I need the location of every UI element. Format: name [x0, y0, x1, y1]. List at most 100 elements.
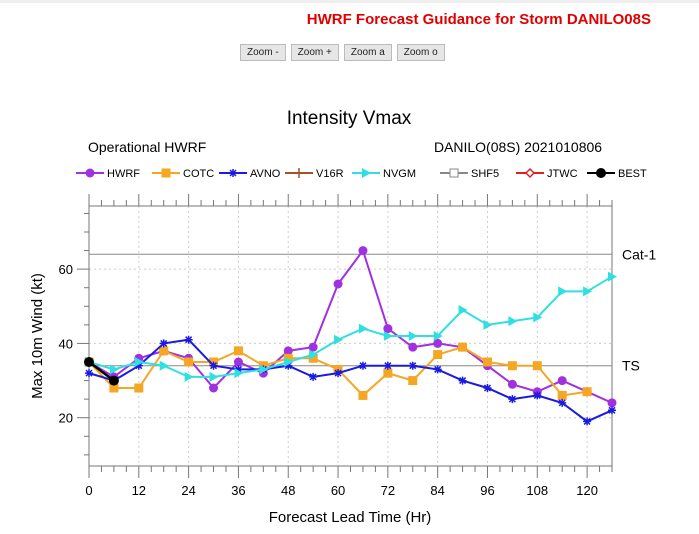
x-tick-label: 72 [381, 483, 395, 498]
zoom-in-button[interactable]: Zoom + [290, 44, 339, 61]
data-point-hwrf [408, 342, 418, 352]
legend-label-cotc: COTC [183, 168, 214, 180]
reference-label: Cat-1 [622, 246, 656, 262]
data-point-nvgm [583, 286, 593, 297]
data-point-cotc [233, 346, 243, 356]
x-tick-label: 12 [132, 483, 146, 498]
data-point-avno [483, 384, 492, 392]
data-point-nvgm [433, 331, 443, 341]
zoom-o-button[interactable]: Zoom o [396, 44, 445, 61]
data-point-avno [234, 365, 243, 374]
data-point-nvgm [483, 319, 493, 330]
data-point-hwrf [308, 342, 318, 352]
series-line-best [88, 360, 115, 382]
data-point-best [84, 357, 94, 367]
browser-edge [0, 0, 699, 3]
legend-marker-avno [229, 169, 237, 177]
data-point-cotc [358, 390, 368, 400]
data-point-cotc [383, 368, 393, 378]
chart-subtitle-left: Operational HWRF [88, 139, 206, 155]
zoom-toolbar: Zoom - Zoom + Zoom a Zoom o [240, 44, 445, 61]
data-point-nvgm [259, 364, 269, 375]
x-tick-label: 108 [526, 483, 548, 498]
x-tick-label: 48 [281, 483, 295, 498]
zoom-out-button[interactable]: Zoom - [240, 44, 286, 61]
data-point-avno [184, 335, 193, 344]
x-tick-label: 24 [181, 483, 195, 498]
data-point-avno [209, 361, 218, 370]
data-point-avno [383, 361, 392, 370]
data-point-hwrf [283, 346, 293, 356]
y-tick-label: 20 [59, 411, 73, 426]
legend-label-nvgm: NVGM [383, 168, 416, 180]
data-point-avno [334, 369, 343, 378]
data-point-nvgm [184, 371, 194, 382]
data-point-nvgm [558, 286, 568, 297]
data-point-avno [85, 369, 93, 378]
data-point-hwrf [433, 338, 443, 348]
x-tick-label: 0 [85, 483, 92, 498]
data-point-cotc [582, 387, 592, 397]
data-point-nvgm [109, 364, 119, 375]
reference-label: TS [622, 358, 640, 374]
zoom-a-button[interactable]: Zoom a [343, 44, 392, 61]
data-point-avno [508, 395, 517, 404]
data-point-cotc [134, 383, 144, 393]
data-point-cotc [482, 357, 492, 367]
data-point-best [108, 375, 119, 386]
x-tick-label: 36 [231, 483, 245, 498]
data-point-cotc [458, 342, 468, 352]
legend-marker-jtwc [524, 167, 536, 179]
data-point-cotc [433, 350, 443, 360]
data-point-avno [558, 398, 567, 407]
data-point-nvgm [134, 357, 144, 367]
data-point-hwrf [358, 246, 368, 256]
data-point-nvgm [533, 312, 543, 323]
data-point-avno [134, 361, 143, 370]
x-tick-label: 60 [331, 483, 345, 498]
data-point-nvgm [309, 349, 319, 360]
x-tick-label: 120 [576, 483, 598, 498]
x-tick-label: 96 [480, 483, 494, 498]
legend-marker-shf5 [449, 168, 459, 178]
data-point-avno [533, 391, 542, 400]
data-point-nvgm [508, 316, 518, 327]
data-point-nvgm [408, 331, 418, 341]
data-point-nvgm [234, 368, 244, 379]
data-point-cotc [408, 376, 418, 386]
data-point-cotc [159, 346, 169, 356]
data-point-cotc [532, 361, 542, 371]
legend-label-jtwc: JTWC [547, 168, 578, 180]
data-point-nvgm [458, 305, 468, 315]
data-point-hwrf [209, 383, 219, 393]
data-point-hwrf [607, 398, 617, 408]
legend-marker-cotc [161, 168, 171, 178]
data-point-hwrf [333, 279, 343, 289]
data-point-avno [433, 365, 442, 374]
data-point-avno [358, 361, 367, 370]
data-point-nvgm [334, 334, 344, 345]
data-point-hwrf [233, 357, 243, 367]
legend-label-avno: AVNO [250, 168, 281, 180]
data-point-avno [408, 361, 417, 370]
data-point-nvgm [209, 371, 219, 382]
legend-label-best: BEST [618, 168, 647, 180]
y-tick-label: 40 [59, 336, 73, 351]
data-point-nvgm [159, 360, 169, 371]
data-point-avno [608, 406, 616, 415]
data-point-avno [458, 376, 467, 385]
data-point-nvgm [358, 323, 368, 334]
x-tick-label: 84 [430, 483, 444, 498]
data-point-avno [284, 361, 293, 370]
data-point-hwrf [557, 376, 567, 386]
legend-marker-nvgm [362, 168, 371, 178]
chart-subtitle-right: DANILO(08S) 2021010806 [434, 139, 602, 155]
data-point-nvgm [608, 271, 617, 282]
x-axis-label: Forecast Lead Time (Hr) [269, 509, 432, 526]
legend-marker-best [596, 168, 606, 178]
legend-marker-hwrf [85, 168, 95, 178]
legend-label-shf5: SHF5 [471, 168, 499, 180]
data-point-avno [583, 417, 592, 426]
series-line-hwrf [88, 248, 613, 404]
legend-label-hwrf: HWRF [107, 168, 140, 180]
